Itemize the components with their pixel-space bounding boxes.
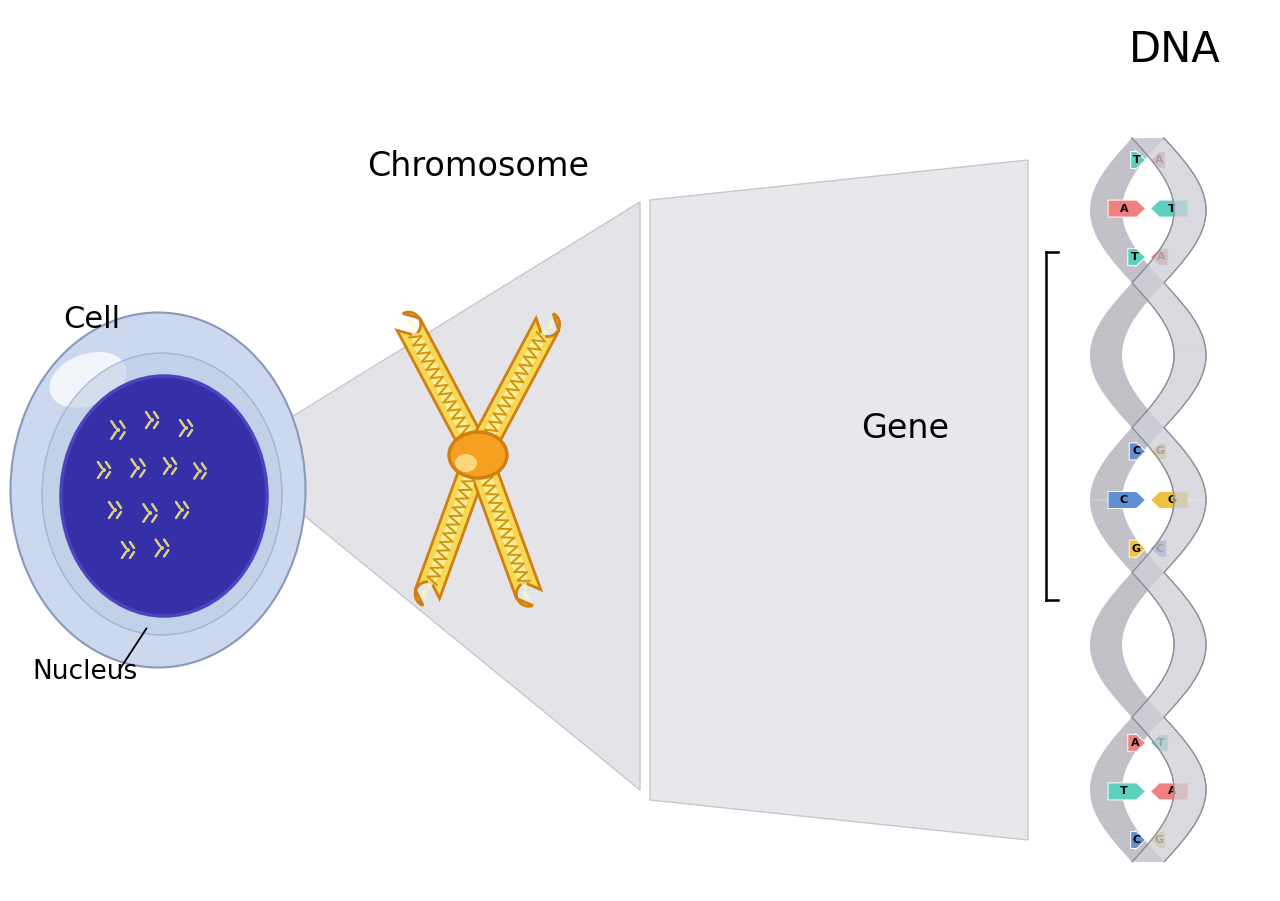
Polygon shape — [415, 450, 490, 605]
FancyArrow shape — [1128, 733, 1146, 752]
FancyArrow shape — [1130, 831, 1146, 850]
Text: C: C — [1120, 495, 1128, 505]
FancyArrow shape — [1151, 782, 1188, 801]
Text: Nucleus: Nucleus — [32, 659, 137, 685]
Text: A: A — [1120, 204, 1128, 214]
FancyArrow shape — [1129, 441, 1146, 461]
Ellipse shape — [61, 376, 268, 616]
Polygon shape — [397, 312, 489, 461]
Text: G: G — [1132, 543, 1140, 553]
Text: G: G — [1167, 495, 1176, 505]
Circle shape — [127, 549, 129, 551]
Text: Chromosome: Chromosome — [367, 150, 589, 183]
Circle shape — [184, 427, 187, 429]
Ellipse shape — [42, 353, 282, 635]
Text: T: T — [1157, 738, 1165, 748]
Text: T: T — [1169, 204, 1176, 214]
FancyArrow shape — [1151, 831, 1165, 850]
Text: G: G — [1155, 835, 1164, 845]
Circle shape — [137, 467, 140, 469]
Ellipse shape — [449, 432, 507, 478]
Polygon shape — [650, 160, 1028, 840]
FancyArrow shape — [1130, 150, 1146, 169]
Polygon shape — [466, 450, 540, 606]
Text: C: C — [1133, 835, 1140, 845]
FancyArrow shape — [1108, 782, 1146, 801]
Circle shape — [180, 509, 183, 511]
Text: Gene: Gene — [861, 412, 948, 444]
Ellipse shape — [50, 352, 127, 408]
Text: C: C — [1132, 446, 1140, 457]
FancyArrow shape — [1108, 199, 1146, 218]
Polygon shape — [479, 320, 553, 447]
FancyArrow shape — [1151, 490, 1188, 509]
FancyArrow shape — [1151, 150, 1165, 169]
Polygon shape — [230, 202, 640, 790]
Text: DNA: DNA — [1129, 29, 1221, 71]
Text: Cell: Cell — [64, 305, 120, 334]
Circle shape — [160, 547, 164, 550]
Polygon shape — [422, 464, 480, 599]
FancyArrow shape — [1128, 248, 1146, 267]
Ellipse shape — [454, 454, 477, 472]
Circle shape — [148, 512, 151, 514]
Circle shape — [114, 509, 116, 511]
Text: A: A — [1132, 738, 1139, 748]
Circle shape — [151, 419, 154, 422]
Text: A: A — [1156, 252, 1165, 262]
Text: G: G — [1156, 446, 1165, 457]
FancyArrow shape — [1129, 539, 1146, 558]
Circle shape — [116, 429, 119, 432]
Text: A: A — [1167, 787, 1176, 796]
FancyArrow shape — [1151, 733, 1169, 752]
Ellipse shape — [10, 313, 306, 668]
Text: T: T — [1120, 787, 1128, 796]
Text: T: T — [1133, 155, 1140, 165]
FancyArrow shape — [1151, 539, 1167, 558]
FancyArrow shape — [1151, 248, 1169, 267]
Circle shape — [198, 469, 201, 472]
Polygon shape — [467, 314, 559, 461]
Polygon shape — [476, 464, 530, 599]
Polygon shape — [406, 319, 477, 447]
FancyArrow shape — [1151, 199, 1188, 218]
FancyArrow shape — [1108, 490, 1146, 509]
FancyArrow shape — [1151, 441, 1167, 461]
Text: C: C — [1156, 543, 1164, 553]
Text: T: T — [1132, 252, 1139, 262]
Text: A: A — [1155, 155, 1164, 165]
Circle shape — [169, 465, 172, 468]
Circle shape — [102, 469, 105, 471]
